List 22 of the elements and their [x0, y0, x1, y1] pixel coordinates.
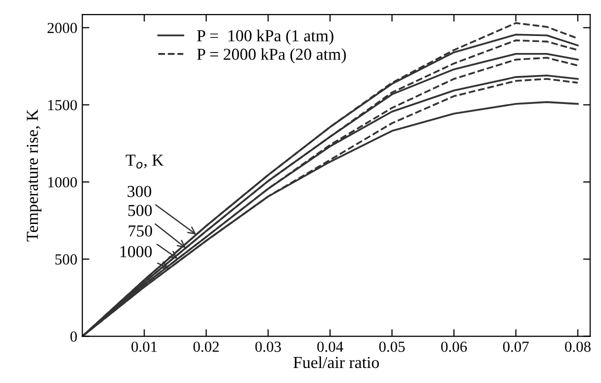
x-tick-label: 0.08: [565, 342, 591, 352]
x-tick-label: 0.06: [441, 342, 467, 352]
y-tick-label: 2000: [48, 22, 77, 34]
annotation: 500: [128, 204, 152, 216]
annotation: T$_{o}$, K: [126, 154, 164, 169]
legend-label: P = 100 kPa (1 atm): [197, 30, 334, 45]
x-tick-label: 0.05: [379, 342, 405, 352]
y-tick-label: 0: [70, 331, 77, 342]
y-axis-title: Temperature rise, K: [26, 109, 42, 242]
x-tick-label: 0.04: [317, 342, 344, 352]
legend-label: P = 2000 kPa (20 atm): [197, 48, 346, 64]
x-tick-label: 0.03: [255, 342, 281, 352]
y-tick-label: 500: [55, 254, 77, 265]
annotation: 750: [128, 225, 152, 237]
x-tick-label: 0.01: [131, 342, 157, 352]
x-tick-label: 0.07: [503, 342, 529, 352]
annotation: 1000: [120, 246, 152, 258]
x-tick-label: 0.02: [193, 342, 219, 352]
y-tick-label: 1500: [48, 100, 77, 110]
x-axis-title: Fuel/air ratio: [293, 356, 379, 368]
annotation: 300: [128, 186, 152, 198]
y-tick-label: 1000: [48, 177, 77, 188]
